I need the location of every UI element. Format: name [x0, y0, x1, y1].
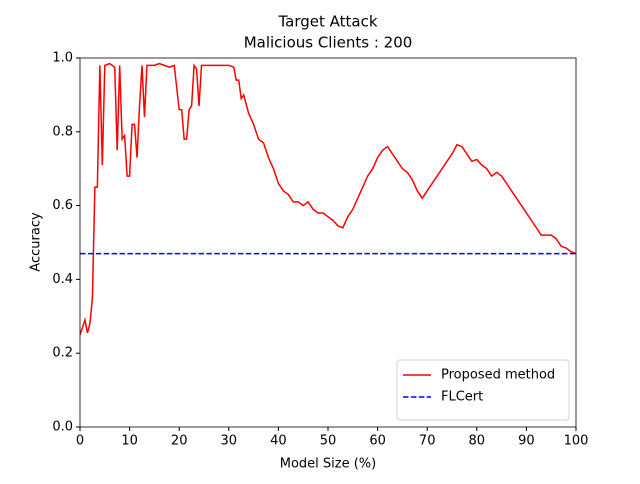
y-tick-label: 0.2	[52, 346, 73, 361]
x-tick-label: 70	[419, 434, 436, 449]
x-tick-label: 0	[76, 434, 84, 449]
x-tick-label: 100	[564, 434, 589, 449]
series-line	[80, 62, 576, 335]
plot-frame	[79, 57, 577, 428]
legend-label: Proposed method	[441, 368, 555, 383]
x-tick-label: 10	[121, 434, 138, 449]
x-tick-label: 30	[221, 434, 238, 449]
y-tick-label: 0.0	[52, 420, 73, 435]
y-tick-label: 1.0	[52, 51, 73, 66]
x-tick-label: 60	[369, 434, 386, 449]
legend-label: FLCert	[441, 390, 483, 405]
x-tick-label: 90	[518, 434, 535, 449]
x-tick-label: 20	[171, 434, 188, 449]
x-tick-label: 40	[270, 434, 287, 449]
y-axis-label: Accuracy	[29, 212, 44, 272]
chart-subtitle: Malicious Clients : 200	[244, 34, 413, 52]
x-axis-label: Model Size (%)	[280, 457, 376, 472]
legend-box	[396, 359, 570, 421]
y-tick-label: 0.6	[52, 198, 73, 213]
x-tick-label: 50	[320, 434, 337, 449]
y-tick-label: 0.8	[52, 124, 73, 139]
chart-title: Target Attack	[277, 13, 377, 31]
y-tick-label: 0.4	[52, 272, 73, 287]
x-tick-label: 80	[469, 434, 486, 449]
